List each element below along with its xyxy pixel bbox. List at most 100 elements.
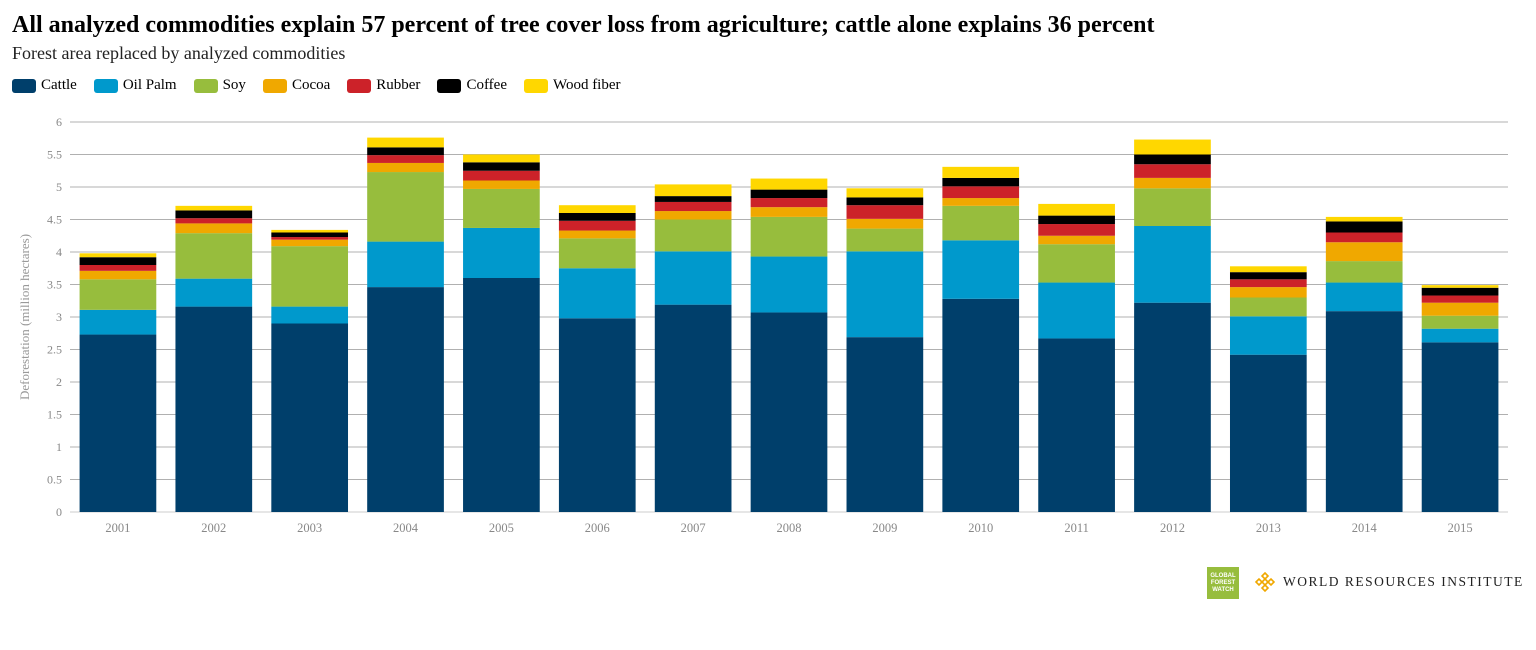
bar-2009-rubber[interactable] — [846, 205, 924, 219]
bar-2012-rubber[interactable] — [1134, 164, 1211, 178]
bar-2009-wood-fiber[interactable] — [846, 188, 924, 198]
bar-2010-oil-palm[interactable] — [942, 240, 1020, 299]
bar-2008-wood-fiber[interactable] — [750, 178, 828, 190]
bar-2015-cattle[interactable] — [1421, 342, 1499, 512]
bar-2005-oil-palm[interactable] — [463, 227, 540, 278]
bar-2003-oil-palm[interactable] — [271, 306, 349, 324]
bar-2007-cocoa[interactable] — [654, 211, 732, 220]
bar-2002-oil-palm[interactable] — [175, 278, 253, 307]
bar-2005-soy[interactable] — [463, 188, 540, 228]
bar-2002-wood-fiber[interactable] — [175, 205, 253, 211]
bar-2005-cattle[interactable] — [463, 278, 540, 512]
bar-2013-oil-palm[interactable] — [1229, 316, 1307, 355]
bar-2015-cocoa[interactable] — [1421, 302, 1499, 316]
bar-2009-soy[interactable] — [846, 228, 924, 252]
bar-2009-cattle[interactable] — [846, 337, 924, 512]
bar-2001-oil-palm[interactable] — [79, 309, 157, 335]
legend-item-6[interactable]: Wood fiber — [523, 77, 621, 94]
bar-2008-oil-palm[interactable] — [750, 256, 828, 313]
bar-2011-wood-fiber[interactable] — [1038, 203, 1115, 216]
bar-2009-coffee[interactable] — [846, 197, 924, 206]
bar-2002-cattle[interactable] — [175, 306, 253, 512]
bar-2010-coffee[interactable] — [942, 177, 1020, 187]
bar-2007-cattle[interactable] — [654, 304, 732, 512]
bar-2007-soy[interactable] — [654, 219, 732, 252]
bar-2012-soy[interactable] — [1134, 188, 1211, 226]
bar-2008-rubber[interactable] — [750, 198, 828, 208]
bar-2012-coffee[interactable] — [1134, 154, 1211, 165]
bar-2006-soy[interactable] — [558, 238, 636, 269]
bar-2010-cocoa[interactable] — [942, 198, 1020, 206]
bar-2012-oil-palm[interactable] — [1134, 226, 1211, 303]
bar-2012-cocoa[interactable] — [1134, 177, 1211, 189]
bar-2007-coffee[interactable] — [654, 196, 732, 202]
bar-2008-coffee[interactable] — [750, 189, 828, 199]
bar-2011-cattle[interactable] — [1038, 338, 1115, 512]
bar-2008-cocoa[interactable] — [750, 207, 828, 217]
bar-2007-oil-palm[interactable] — [654, 251, 732, 305]
bar-2012-wood-fiber[interactable] — [1134, 139, 1211, 155]
bar-2009-oil-palm[interactable] — [846, 251, 924, 338]
bar-2006-oil-palm[interactable] — [558, 268, 636, 319]
bar-2013-rubber[interactable] — [1229, 279, 1307, 288]
bar-2004-wood-fiber[interactable] — [367, 137, 444, 148]
bar-2013-coffee[interactable] — [1229, 272, 1307, 280]
bar-2004-cattle[interactable] — [367, 287, 444, 512]
bar-2014-soy[interactable] — [1325, 261, 1403, 283]
bar-2014-oil-palm[interactable] — [1325, 282, 1403, 312]
bar-2005-coffee[interactable] — [463, 162, 540, 171]
bar-2008-soy[interactable] — [750, 216, 828, 257]
bar-2008-cattle[interactable] — [750, 312, 828, 512]
bar-2007-rubber[interactable] — [654, 201, 732, 212]
bar-2002-rubber[interactable] — [175, 218, 253, 224]
bar-2013-soy[interactable] — [1229, 297, 1307, 317]
bar-2006-cattle[interactable] — [558, 318, 636, 512]
bar-2015-coffee[interactable] — [1421, 287, 1499, 296]
bar-2014-cocoa[interactable] — [1325, 242, 1403, 262]
bar-2010-cattle[interactable] — [942, 298, 1020, 512]
bar-2002-soy[interactable] — [175, 233, 253, 279]
bar-2004-soy[interactable] — [367, 172, 444, 242]
bar-2013-cattle[interactable] — [1229, 354, 1307, 512]
bar-2011-soy[interactable] — [1038, 244, 1115, 283]
bar-2010-rubber[interactable] — [942, 186, 1020, 199]
bar-2013-cocoa[interactable] — [1229, 287, 1307, 298]
bar-2004-oil-palm[interactable] — [367, 241, 444, 288]
bar-2002-cocoa[interactable] — [175, 223, 253, 234]
bar-2005-wood-fiber[interactable] — [463, 154, 540, 163]
bar-2014-coffee[interactable] — [1325, 221, 1403, 233]
bar-2006-wood-fiber[interactable] — [558, 205, 636, 213]
bar-2003-soy[interactable] — [271, 246, 349, 307]
bar-2001-cattle[interactable] — [79, 334, 157, 512]
bar-2001-cocoa[interactable] — [79, 270, 157, 280]
bar-2001-wood-fiber[interactable] — [79, 253, 157, 258]
bar-2012-cattle[interactable] — [1134, 302, 1211, 512]
bar-2010-wood-fiber[interactable] — [942, 166, 1020, 178]
bar-2015-wood-fiber[interactable] — [1421, 285, 1499, 288]
bar-2014-wood-fiber[interactable] — [1325, 216, 1403, 222]
bar-2011-coffee[interactable] — [1038, 215, 1115, 225]
bar-2005-cocoa[interactable] — [463, 180, 540, 189]
bar-2015-oil-palm[interactable] — [1421, 328, 1499, 343]
bar-2003-coffee[interactable] — [271, 232, 349, 238]
bar-2010-soy[interactable] — [942, 205, 1020, 241]
bar-2015-rubber[interactable] — [1421, 295, 1499, 303]
bar-2001-rubber[interactable] — [79, 265, 157, 271]
bar-2006-cocoa[interactable] — [558, 230, 636, 239]
bar-2011-oil-palm[interactable] — [1038, 282, 1115, 339]
bar-2009-cocoa[interactable] — [846, 218, 924, 229]
bar-2006-rubber[interactable] — [558, 220, 636, 231]
bar-2004-cocoa[interactable] — [367, 162, 444, 173]
bar-2002-coffee[interactable] — [175, 210, 253, 219]
bar-2013-wood-fiber[interactable] — [1229, 266, 1307, 273]
legend-item-1[interactable]: Oil Palm — [93, 77, 177, 94]
bar-2006-coffee[interactable] — [558, 213, 636, 221]
bar-2005-rubber[interactable] — [463, 170, 540, 181]
bar-2003-cocoa[interactable] — [271, 239, 349, 247]
legend-item-4[interactable]: Rubber — [347, 77, 420, 94]
legend-item-2[interactable]: Soy — [193, 77, 246, 94]
bar-2003-cattle[interactable] — [271, 323, 349, 513]
bar-2015-soy[interactable] — [1421, 315, 1499, 329]
bar-2011-rubber[interactable] — [1038, 224, 1115, 236]
legend-item-3[interactable]: Cocoa — [262, 77, 330, 94]
